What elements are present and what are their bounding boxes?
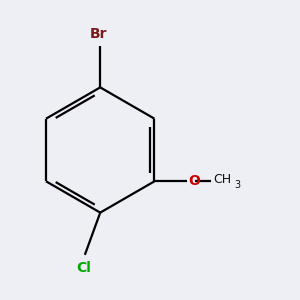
Text: O: O <box>188 174 200 188</box>
Text: Br: Br <box>90 27 107 41</box>
Text: 3: 3 <box>235 179 241 190</box>
Text: Cl: Cl <box>76 261 91 274</box>
Text: CH: CH <box>213 173 231 186</box>
